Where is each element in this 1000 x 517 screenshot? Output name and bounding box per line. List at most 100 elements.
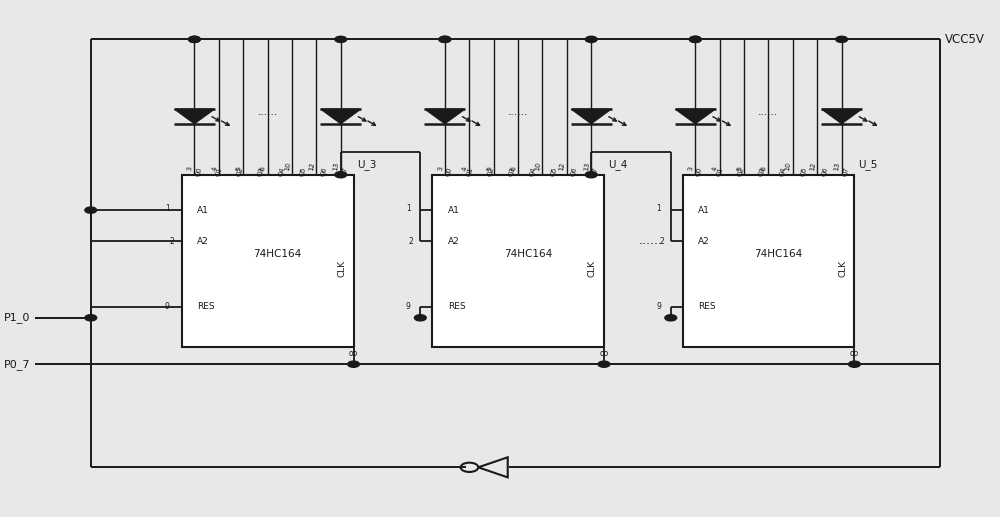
Circle shape — [348, 361, 359, 367]
Text: 9: 9 — [165, 302, 170, 311]
Text: P1_0: P1_0 — [4, 312, 30, 323]
Text: Q2: Q2 — [487, 166, 495, 177]
Text: A1: A1 — [698, 206, 710, 215]
Polygon shape — [571, 109, 611, 124]
Text: Q2: Q2 — [236, 166, 244, 177]
Text: 13: 13 — [833, 162, 841, 172]
Text: ......: ...... — [758, 107, 779, 116]
Circle shape — [585, 36, 597, 42]
Text: 1: 1 — [165, 204, 170, 212]
Polygon shape — [822, 109, 861, 124]
Circle shape — [439, 36, 451, 42]
Text: oo: oo — [850, 349, 859, 358]
Text: 3: 3 — [187, 166, 193, 172]
Polygon shape — [321, 109, 361, 124]
Text: Q1: Q1 — [215, 166, 224, 177]
Text: Q4: Q4 — [528, 166, 537, 177]
Text: Q3: Q3 — [257, 166, 265, 177]
Text: Q5: Q5 — [800, 166, 808, 177]
Text: Q1: Q1 — [466, 166, 474, 177]
Circle shape — [335, 36, 347, 42]
Text: Q0: Q0 — [445, 166, 453, 177]
Circle shape — [85, 207, 97, 213]
Text: 74HC164: 74HC164 — [253, 249, 302, 259]
Text: A1: A1 — [197, 206, 209, 215]
Circle shape — [189, 36, 200, 42]
FancyBboxPatch shape — [182, 175, 354, 347]
Circle shape — [585, 172, 597, 178]
Text: 12: 12 — [809, 162, 816, 172]
Text: 4: 4 — [462, 166, 468, 172]
Text: 9: 9 — [406, 302, 410, 311]
Text: 74HC164: 74HC164 — [504, 249, 552, 259]
Text: Q3: Q3 — [508, 166, 516, 177]
Text: 13: 13 — [583, 162, 590, 172]
Text: Q7: Q7 — [842, 166, 850, 177]
Text: oo: oo — [599, 349, 609, 358]
Circle shape — [665, 315, 677, 321]
Text: 4: 4 — [211, 166, 218, 172]
Text: 13: 13 — [333, 162, 340, 172]
Text: 1: 1 — [406, 204, 410, 212]
Text: 12: 12 — [308, 162, 315, 172]
Text: 5: 5 — [737, 166, 743, 172]
Text: 6: 6 — [260, 166, 267, 172]
Text: A2: A2 — [698, 237, 710, 246]
Text: P0_7: P0_7 — [3, 359, 30, 370]
Text: 2: 2 — [169, 237, 174, 246]
FancyBboxPatch shape — [683, 175, 854, 347]
Text: 74HC164: 74HC164 — [754, 249, 802, 259]
Text: Q3: Q3 — [758, 166, 766, 177]
Text: 3: 3 — [688, 166, 694, 172]
Text: Q6: Q6 — [320, 166, 328, 177]
Text: 3: 3 — [437, 166, 444, 172]
FancyBboxPatch shape — [432, 175, 604, 347]
Circle shape — [689, 36, 701, 42]
Text: U_5: U_5 — [858, 159, 878, 170]
Circle shape — [335, 172, 347, 178]
Text: Q5: Q5 — [299, 166, 307, 177]
Circle shape — [849, 361, 860, 367]
Text: oo: oo — [349, 349, 358, 358]
Circle shape — [189, 36, 200, 42]
Text: 5: 5 — [486, 166, 493, 172]
Text: U_3: U_3 — [357, 159, 377, 170]
Text: Q4: Q4 — [278, 166, 286, 177]
Text: A2: A2 — [448, 237, 460, 246]
Text: Q2: Q2 — [737, 166, 745, 177]
Text: Q6: Q6 — [570, 166, 579, 177]
Polygon shape — [425, 109, 465, 124]
Text: A2: A2 — [197, 237, 209, 246]
Circle shape — [414, 315, 426, 321]
Text: ......: ...... — [257, 107, 278, 116]
Text: Q7: Q7 — [341, 166, 349, 177]
Text: CLK: CLK — [337, 260, 346, 277]
Text: 2: 2 — [659, 237, 664, 246]
Text: Q0: Q0 — [695, 166, 704, 177]
Circle shape — [439, 36, 451, 42]
Circle shape — [598, 361, 610, 367]
Text: 10: 10 — [785, 162, 792, 172]
Text: Q6: Q6 — [821, 166, 829, 177]
Text: 9: 9 — [656, 302, 661, 311]
Polygon shape — [175, 109, 214, 124]
Text: 6: 6 — [761, 166, 768, 172]
Text: ......: ...... — [639, 234, 663, 247]
Circle shape — [85, 315, 97, 321]
Polygon shape — [676, 109, 715, 124]
Text: 4: 4 — [712, 166, 719, 172]
Text: 1: 1 — [656, 204, 661, 212]
Text: Q1: Q1 — [716, 166, 724, 177]
Text: Q5: Q5 — [549, 166, 558, 177]
Text: Q0: Q0 — [194, 166, 203, 177]
Circle shape — [689, 36, 701, 42]
Text: Q7: Q7 — [591, 166, 599, 177]
Text: 5: 5 — [236, 166, 242, 172]
Text: 2: 2 — [409, 237, 413, 246]
Text: 10: 10 — [284, 162, 291, 172]
Text: A1: A1 — [448, 206, 460, 215]
Text: U_4: U_4 — [608, 159, 627, 170]
Text: ......: ...... — [508, 107, 528, 116]
Text: RES: RES — [448, 302, 465, 311]
Text: CLK: CLK — [588, 260, 597, 277]
